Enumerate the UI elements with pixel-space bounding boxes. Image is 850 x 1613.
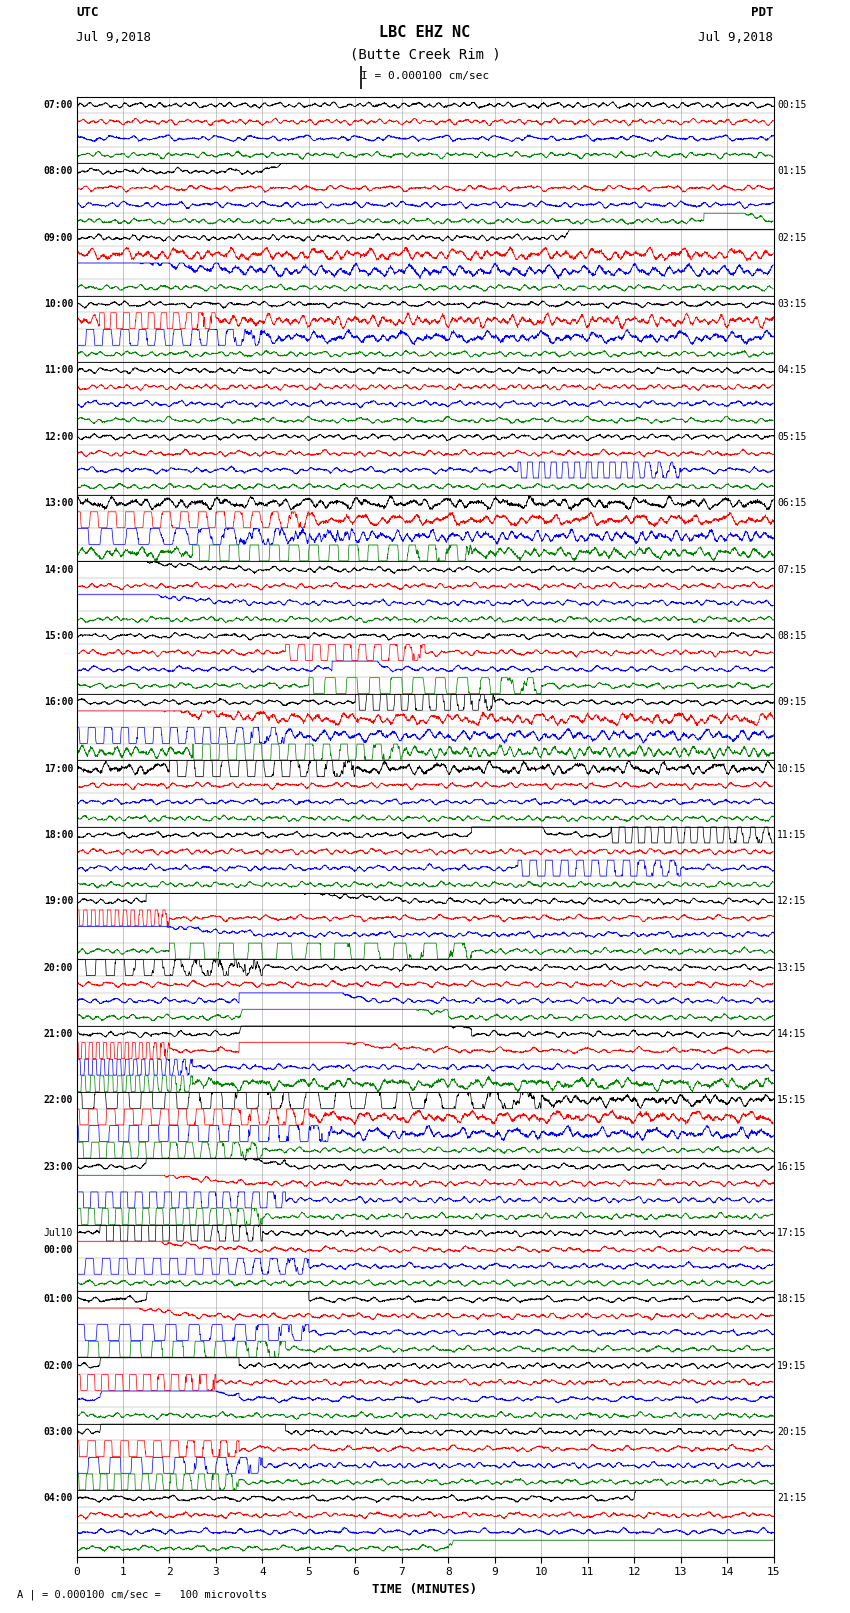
Text: 11:00: 11:00 — [43, 366, 73, 376]
Text: I = 0.000100 cm/sec: I = 0.000100 cm/sec — [361, 71, 489, 81]
Text: 10:15: 10:15 — [777, 763, 807, 774]
Text: (Butte Creek Rim ): (Butte Creek Rim ) — [349, 47, 501, 61]
Text: 08:00: 08:00 — [43, 166, 73, 176]
Text: 05:15: 05:15 — [777, 432, 807, 442]
Text: Jul 9,2018: Jul 9,2018 — [76, 31, 151, 44]
Text: 18:00: 18:00 — [43, 831, 73, 840]
Text: 23:00: 23:00 — [43, 1161, 73, 1171]
Text: Jul 9,2018: Jul 9,2018 — [699, 31, 774, 44]
Text: 19:15: 19:15 — [777, 1361, 807, 1371]
Text: 04:15: 04:15 — [777, 366, 807, 376]
Text: 16:00: 16:00 — [43, 697, 73, 706]
Text: 01:15: 01:15 — [777, 166, 807, 176]
Text: 17:00: 17:00 — [43, 763, 73, 774]
Text: 03:00: 03:00 — [43, 1428, 73, 1437]
Text: 08:15: 08:15 — [777, 631, 807, 640]
Text: 19:00: 19:00 — [43, 897, 73, 907]
Text: 03:15: 03:15 — [777, 298, 807, 310]
Text: 07:15: 07:15 — [777, 565, 807, 574]
Text: 09:15: 09:15 — [777, 697, 807, 706]
Text: UTC: UTC — [76, 6, 99, 19]
Text: LBC EHZ NC: LBC EHZ NC — [379, 26, 471, 40]
X-axis label: TIME (MINUTES): TIME (MINUTES) — [372, 1582, 478, 1595]
Text: 18:15: 18:15 — [777, 1294, 807, 1305]
Text: 04:00: 04:00 — [43, 1494, 73, 1503]
Text: 06:15: 06:15 — [777, 498, 807, 508]
Text: 14:00: 14:00 — [43, 565, 73, 574]
Text: 13:00: 13:00 — [43, 498, 73, 508]
Text: Jul10: Jul10 — [43, 1227, 73, 1239]
Text: 22:00: 22:00 — [43, 1095, 73, 1105]
Text: 02:15: 02:15 — [777, 232, 807, 244]
Text: 14:15: 14:15 — [777, 1029, 807, 1039]
Text: 20:15: 20:15 — [777, 1428, 807, 1437]
Text: 15:00: 15:00 — [43, 631, 73, 640]
Text: 00:00: 00:00 — [43, 1245, 73, 1255]
Text: 02:00: 02:00 — [43, 1361, 73, 1371]
Text: 17:15: 17:15 — [777, 1227, 807, 1239]
Text: 11:15: 11:15 — [777, 831, 807, 840]
Text: 21:00: 21:00 — [43, 1029, 73, 1039]
Text: 01:00: 01:00 — [43, 1294, 73, 1305]
Text: 13:15: 13:15 — [777, 963, 807, 973]
Text: A | = 0.000100 cm/sec =   100 microvolts: A | = 0.000100 cm/sec = 100 microvolts — [17, 1589, 267, 1600]
Text: 20:00: 20:00 — [43, 963, 73, 973]
Text: 12:15: 12:15 — [777, 897, 807, 907]
Text: 10:00: 10:00 — [43, 298, 73, 310]
Text: 15:15: 15:15 — [777, 1095, 807, 1105]
Text: 07:00: 07:00 — [43, 100, 73, 110]
Text: 12:00: 12:00 — [43, 432, 73, 442]
Text: 00:15: 00:15 — [777, 100, 807, 110]
Text: 09:00: 09:00 — [43, 232, 73, 244]
Text: 16:15: 16:15 — [777, 1161, 807, 1171]
Text: PDT: PDT — [751, 6, 774, 19]
Text: 21:15: 21:15 — [777, 1494, 807, 1503]
